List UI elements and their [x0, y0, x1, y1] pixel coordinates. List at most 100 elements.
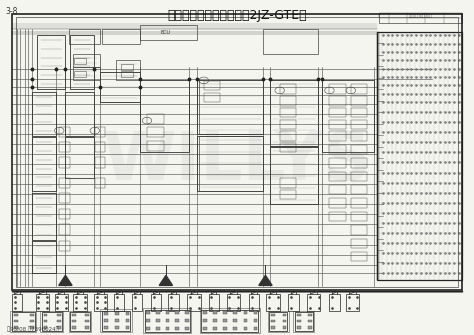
- Bar: [140, 25, 197, 40]
- Bar: [271, 314, 275, 316]
- Bar: [59, 178, 70, 188]
- Bar: [147, 114, 164, 124]
- Bar: [288, 294, 299, 311]
- Bar: [329, 120, 346, 129]
- Bar: [329, 158, 346, 168]
- Bar: [204, 81, 220, 90]
- Bar: [280, 108, 296, 117]
- Bar: [266, 294, 280, 311]
- Text: （95/08 以7396024）: （95/08 以7396024）: [7, 327, 59, 332]
- Bar: [57, 326, 61, 329]
- Bar: [329, 172, 346, 181]
- Bar: [213, 327, 217, 330]
- Bar: [116, 60, 140, 80]
- Bar: [12, 14, 462, 290]
- Text: 3-8: 3-8: [6, 7, 18, 16]
- Bar: [95, 142, 105, 152]
- Bar: [37, 35, 65, 89]
- Bar: [12, 294, 22, 311]
- Bar: [121, 71, 133, 77]
- Bar: [95, 127, 105, 137]
- Text: WILLYS: WILLYS: [102, 128, 372, 194]
- Bar: [351, 120, 367, 129]
- Bar: [59, 224, 70, 234]
- Bar: [94, 294, 107, 311]
- Bar: [115, 319, 118, 322]
- Bar: [199, 136, 263, 191]
- Bar: [65, 92, 94, 136]
- Bar: [329, 185, 346, 194]
- Bar: [329, 212, 346, 221]
- Bar: [329, 198, 346, 208]
- Bar: [165, 327, 169, 330]
- Bar: [249, 294, 259, 311]
- Bar: [175, 311, 179, 314]
- Bar: [283, 326, 286, 329]
- Bar: [147, 141, 164, 151]
- Bar: [126, 326, 129, 329]
- Bar: [270, 80, 318, 146]
- Bar: [165, 319, 169, 322]
- Bar: [146, 319, 150, 322]
- Bar: [280, 143, 296, 152]
- Bar: [72, 320, 76, 322]
- Bar: [145, 310, 190, 332]
- Bar: [351, 84, 367, 94]
- Bar: [223, 311, 227, 314]
- Bar: [187, 294, 201, 311]
- Bar: [377, 32, 462, 280]
- Bar: [322, 80, 374, 152]
- Bar: [102, 29, 140, 44]
- Bar: [32, 137, 56, 191]
- Bar: [346, 294, 359, 311]
- Bar: [65, 137, 94, 178]
- Bar: [146, 311, 150, 314]
- Bar: [151, 294, 161, 311]
- Bar: [227, 294, 240, 311]
- Bar: [114, 294, 124, 311]
- Bar: [351, 96, 367, 106]
- Bar: [297, 320, 301, 322]
- Bar: [165, 311, 169, 314]
- Bar: [270, 80, 318, 146]
- Bar: [280, 96, 296, 106]
- Bar: [379, 13, 462, 18]
- Bar: [269, 312, 287, 331]
- Bar: [59, 193, 70, 203]
- Bar: [199, 80, 263, 134]
- Bar: [12, 312, 35, 331]
- Bar: [121, 64, 133, 70]
- Bar: [271, 326, 275, 329]
- Bar: [95, 157, 105, 168]
- Bar: [329, 84, 346, 94]
- Bar: [16, 17, 458, 287]
- Bar: [147, 127, 164, 137]
- Bar: [100, 72, 140, 102]
- Text: ECU: ECU: [161, 30, 171, 35]
- Bar: [351, 172, 367, 181]
- Bar: [280, 190, 296, 199]
- Bar: [351, 158, 367, 168]
- Bar: [271, 320, 275, 322]
- Bar: [280, 178, 296, 188]
- Bar: [72, 314, 76, 316]
- Bar: [234, 319, 237, 322]
- Bar: [254, 327, 257, 330]
- Bar: [10, 311, 36, 332]
- Bar: [44, 320, 47, 322]
- Bar: [270, 147, 318, 204]
- Bar: [351, 185, 367, 194]
- Bar: [203, 311, 207, 314]
- Bar: [351, 212, 367, 221]
- Bar: [280, 84, 296, 94]
- Bar: [73, 67, 100, 80]
- Bar: [115, 326, 118, 329]
- Bar: [297, 326, 301, 329]
- Bar: [213, 311, 217, 314]
- Bar: [329, 131, 346, 141]
- Bar: [223, 319, 227, 322]
- Text: エンジンコントロール: エンジンコントロール: [409, 14, 432, 18]
- Bar: [115, 312, 118, 315]
- Bar: [329, 294, 340, 311]
- Bar: [156, 311, 160, 314]
